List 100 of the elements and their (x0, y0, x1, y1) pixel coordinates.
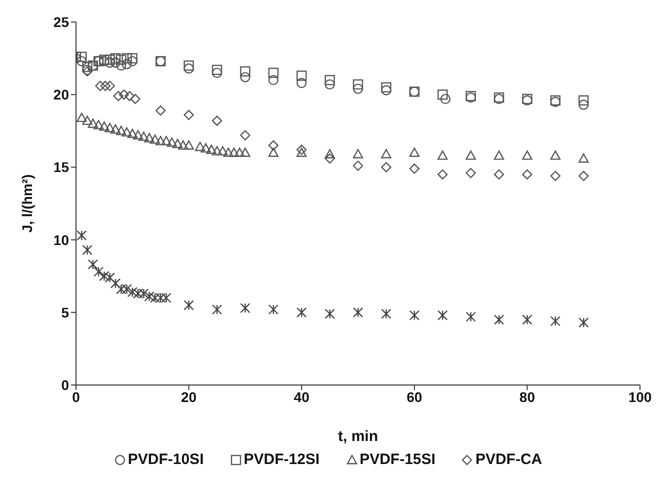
point (127, 128, 138, 138)
point (438, 169, 448, 180)
point (138, 132, 149, 141)
point (409, 310, 420, 320)
point (240, 66, 250, 76)
point (104, 54, 115, 65)
point (409, 164, 420, 174)
point (110, 53, 121, 64)
point (324, 153, 335, 164)
point (82, 244, 92, 256)
point (212, 304, 222, 315)
point (466, 312, 476, 322)
point (127, 53, 138, 64)
legend-label: PVDF-15SI (360, 451, 436, 468)
point (296, 307, 307, 318)
point (352, 307, 364, 318)
point (138, 288, 149, 299)
point (99, 271, 110, 282)
point (104, 272, 115, 283)
legend-label: PVDF-CA (475, 451, 542, 468)
point (130, 94, 140, 104)
point (82, 116, 92, 125)
point (88, 118, 98, 128)
point (381, 82, 392, 92)
point (206, 144, 216, 154)
point (234, 148, 245, 157)
y-tick-label: 15 (53, 159, 70, 176)
point (578, 100, 589, 110)
point (240, 130, 250, 140)
point (76, 112, 87, 122)
point (240, 302, 250, 314)
legend-label: PVDF-10SI (128, 451, 204, 468)
point (116, 54, 126, 65)
point (110, 124, 121, 134)
point (381, 85, 392, 96)
y-tick-label: 20 (53, 86, 70, 103)
point (156, 136, 166, 146)
point (122, 284, 132, 294)
point (104, 122, 115, 132)
y-tick-label: 25 (53, 14, 70, 30)
point (184, 60, 194, 71)
point (76, 230, 87, 241)
point (110, 278, 121, 288)
point (324, 149, 335, 158)
point (150, 134, 160, 144)
point (122, 127, 132, 137)
point (296, 144, 307, 155)
point (218, 146, 228, 156)
point (212, 116, 222, 126)
point (522, 169, 532, 180)
point (438, 310, 448, 320)
point (466, 150, 476, 160)
point (550, 316, 560, 326)
point (172, 138, 183, 148)
point (550, 150, 560, 160)
point (178, 140, 188, 150)
point (122, 53, 132, 64)
point (82, 62, 92, 72)
point (268, 74, 278, 86)
point (184, 110, 194, 120)
point (93, 120, 104, 130)
point (578, 317, 589, 328)
y-tick-label: 10 (53, 232, 70, 248)
point (578, 170, 589, 182)
point (324, 79, 335, 90)
point (494, 150, 504, 160)
point (122, 59, 132, 70)
point (99, 121, 110, 131)
point (124, 90, 135, 102)
point (161, 292, 172, 303)
x-tick-label: 80 (519, 388, 536, 405)
point (194, 142, 206, 152)
point (578, 95, 589, 106)
point (150, 292, 160, 303)
point (144, 291, 154, 302)
x-axis-title: t, min (338, 428, 378, 445)
point (156, 105, 166, 116)
point (116, 284, 126, 294)
x-tick-label: 20 (181, 388, 197, 405)
point (268, 68, 278, 78)
point (212, 64, 222, 76)
point (184, 300, 194, 310)
y-tick-label: 0 (61, 376, 70, 393)
point (324, 74, 335, 86)
point (132, 288, 144, 299)
point (118, 90, 130, 100)
point (212, 146, 222, 156)
point (184, 140, 194, 150)
point (352, 79, 364, 90)
x-tick-label: 40 (294, 388, 310, 405)
point (352, 84, 364, 94)
point (352, 149, 364, 158)
point (268, 148, 278, 157)
point (466, 168, 476, 178)
legend-label: PVDF-12SI (244, 451, 320, 468)
point (578, 153, 589, 163)
point (438, 90, 448, 100)
point (522, 314, 532, 325)
x-tick-label: 100 (628, 388, 652, 405)
y-axis-title: J, l/(hm²) (19, 174, 35, 233)
